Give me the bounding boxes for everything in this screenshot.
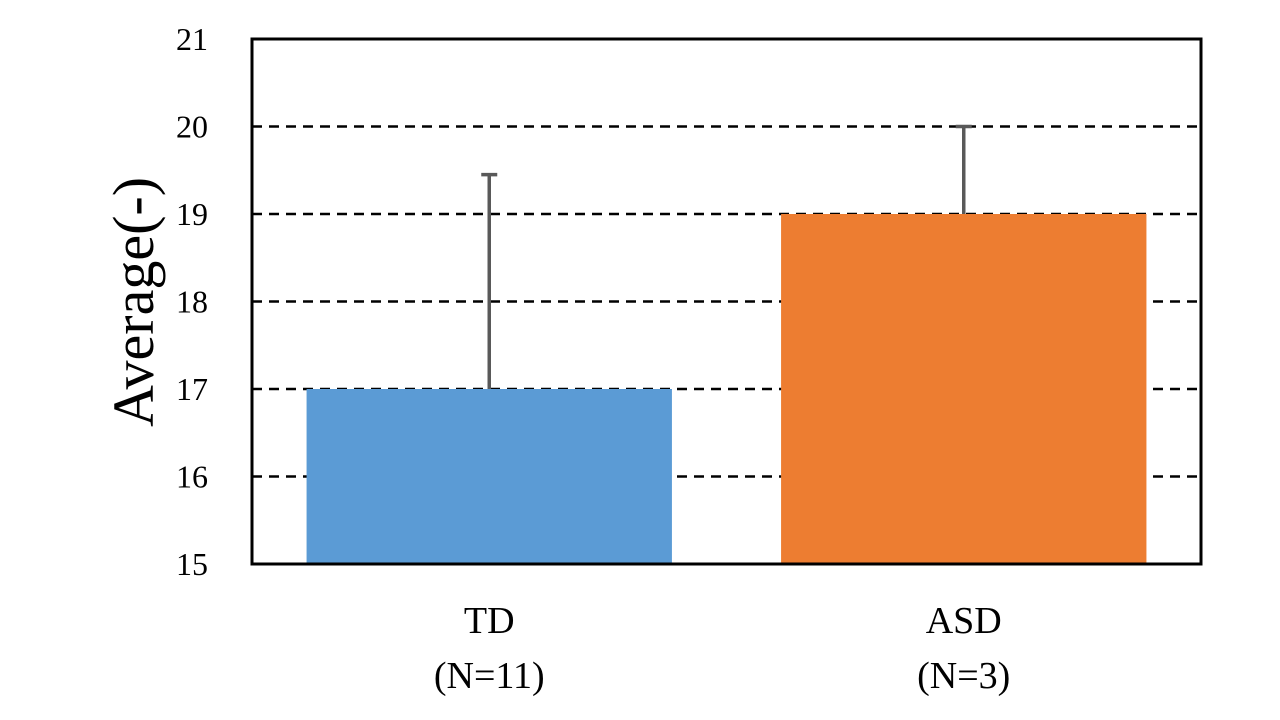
y-tick-label: 16 xyxy=(176,459,208,495)
y-tick-label: 15 xyxy=(176,546,208,582)
error-bar-layer xyxy=(481,124,972,389)
y-tick-label: 19 xyxy=(176,196,208,232)
plot-area-frame xyxy=(250,37,1203,566)
x-tick-sublabel: (N=3) xyxy=(917,655,1010,697)
y-tick-labels: 15 16 17 18 19 20 21 xyxy=(176,21,208,582)
y-tick-label: 21 xyxy=(176,21,208,57)
bar-td xyxy=(306,389,672,564)
x-tick-labels: TD (N=11) ASD (N=3) xyxy=(434,600,1010,697)
bar-asd xyxy=(781,214,1147,564)
y-tick-label: 20 xyxy=(176,109,208,145)
error-bar-td xyxy=(481,172,498,389)
x-tick-label: ASD xyxy=(926,600,1002,642)
y-axis-label: Average(-) xyxy=(101,177,166,427)
x-tick-label: TD xyxy=(464,600,515,642)
error-bar-asd xyxy=(955,124,972,214)
y-tick-label: 17 xyxy=(176,371,208,407)
x-tick-sublabel: (N=11) xyxy=(434,655,545,697)
bar-layer xyxy=(306,214,1147,564)
y-tick-label: 18 xyxy=(176,284,208,320)
